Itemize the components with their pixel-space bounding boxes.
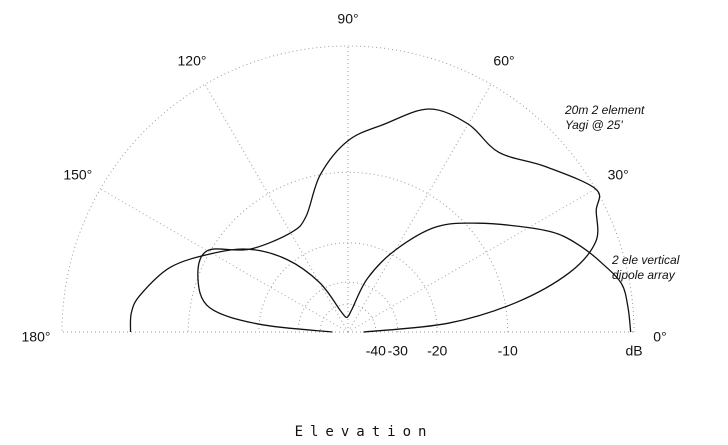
r-tick-label: -10	[498, 343, 518, 359]
grid-spoke	[347, 188, 596, 333]
grid-spoke	[100, 188, 349, 333]
series-label: 20m 2 element	[564, 103, 645, 117]
r-tick-label: -30	[388, 343, 408, 359]
r-tick-label: -40	[366, 343, 386, 359]
grid-spoke	[204, 84, 349, 333]
series-label: Yagi @ 25'	[565, 118, 623, 132]
theta-tick-label: 30°	[608, 167, 629, 183]
series-label: dipole array	[612, 268, 676, 282]
theta-tick-label: 60°	[493, 53, 514, 69]
theta-tick-label: 90°	[337, 11, 358, 27]
theta-tick-label: 120°	[178, 53, 207, 69]
series-label: 2 ele vertical	[611, 253, 680, 267]
grid-circle	[61, 45, 635, 333]
r-tick-label: dB	[625, 343, 642, 359]
chart-title: Elevation	[295, 424, 434, 440]
grid-circle	[187, 171, 509, 333]
r-tick-label: -20	[427, 343, 447, 359]
theta-tick-label: 150°	[63, 167, 92, 183]
pattern-line	[197, 108, 601, 333]
theta-tick-label: 180°	[22, 329, 51, 345]
theta-tick-label: 0°	[653, 329, 666, 345]
pattern-line	[129, 222, 632, 333]
grid-spoke	[347, 84, 492, 333]
